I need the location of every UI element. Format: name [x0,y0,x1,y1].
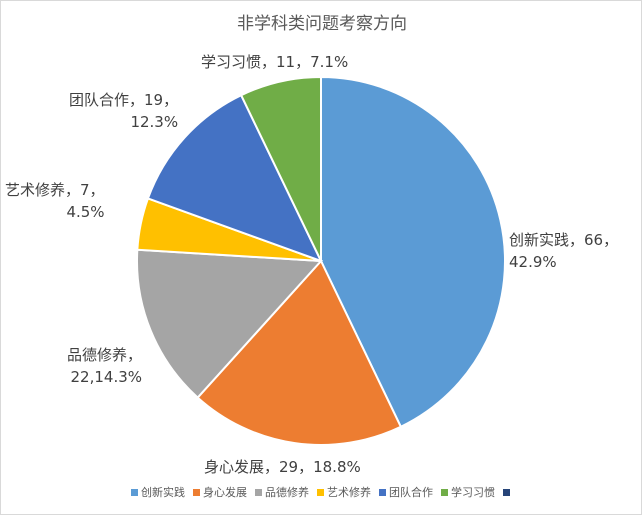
data-label-line: 身心发展，29，18.8% [204,458,361,476]
legend-swatch [255,488,262,496]
legend-item [503,484,513,500]
data-label-line: 42.9% [509,253,557,271]
legend-label: 身心发展 [203,486,247,499]
legend-item: 品德修养 [255,484,309,500]
pie-slice-5 [239,75,322,262]
legend-item: 团队合作 [379,484,433,500]
data-label-line: 学习习惯，11，7.1% [201,53,349,71]
legend-swatch [503,488,510,496]
data-label-line: 团队合作，19， [69,91,179,109]
legend-swatch [317,488,324,496]
legend-swatch [441,488,448,496]
legend-label: 创新实践 [141,486,185,499]
legend-item: 艺术修养 [317,484,371,500]
legend-swatch [379,488,386,496]
pie-slice-0 [320,75,506,429]
legend-item: 创新实践 [131,484,185,500]
data-label-0: 创新实践，66， 42.9% [509,229,618,273]
data-label-line: 创新实践，66， [509,231,619,249]
legend-label: 艺术修养 [327,486,371,499]
legend: 创新实践 身心发展 品德修养 艺术修养 团队合作 学习习惯 [1,484,642,500]
data-label-line: 12.3% [130,113,179,131]
legend-swatch [193,488,200,496]
data-label-line: 艺术修养，7， [5,181,105,199]
data-label-2: 品德修养， 22,14.3% [67,344,142,388]
pie-slice-4 [146,93,323,263]
legend-label: 团队合作 [389,486,433,499]
chart-title: 非学科类问题考察方向 [237,14,407,34]
data-label-1: 身心发展，29，18.8% [204,456,361,478]
data-label-5: 学习习惯，11，7.1% [201,51,348,73]
data-label-line: 4.5% [66,203,105,221]
legend-label: 学习习惯 [451,486,495,499]
legend-swatch [131,488,138,496]
pie-slice-2 [136,248,324,399]
pie-slice-1 [196,259,403,446]
legend-item: 学习习惯 [441,484,495,500]
data-label-line: 22,14.3% [70,368,143,386]
data-label-3: 艺术修养，7， 4.5% [5,179,105,223]
legend-label: 品德修养 [265,486,309,499]
data-label-line: 品德修养， [67,346,143,364]
data-label-4: 团队合作，19， 12.3% [69,89,178,133]
legend-item: 身心发展 [193,484,247,500]
